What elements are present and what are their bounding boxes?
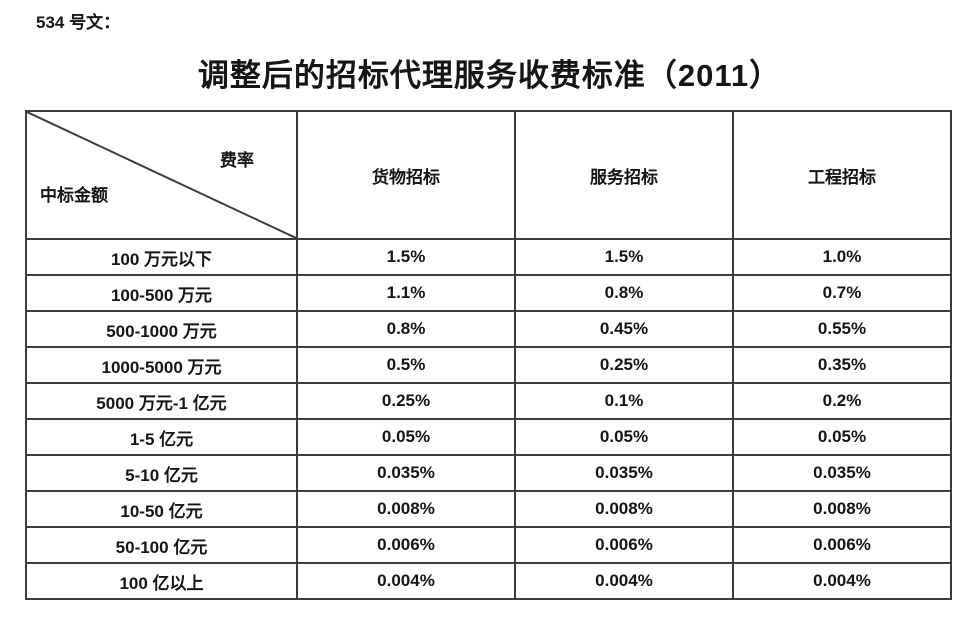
amount-cell: 100-500 万元: [25, 274, 298, 312]
table-header-row: 费率 中标金额 货物招标 服务招标 工程招标: [25, 110, 952, 240]
amount-cell: 5000 万元-1 亿元: [25, 382, 298, 420]
rate-cell: 0.2%: [732, 382, 952, 420]
column-header-goods: 货物招标: [296, 110, 516, 240]
rate-cell: 0.035%: [514, 454, 734, 492]
rate-cell: 0.006%: [732, 526, 952, 564]
rate-cell: 1.5%: [514, 238, 734, 276]
corner-cell: 费率 中标金额: [25, 110, 298, 240]
rate-cell: 0.7%: [732, 274, 952, 312]
amount-cell: 100 万元以下: [25, 238, 298, 276]
rate-cell: 0.008%: [732, 490, 952, 528]
table-row: 5-10 亿元 0.035% 0.035% 0.035%: [25, 454, 952, 492]
page-title: 调整后的招标代理服务收费标准（2011）: [197, 58, 782, 93]
rate-cell: 0.05%: [732, 418, 952, 456]
table-row: 1000-5000 万元 0.5% 0.25% 0.35%: [25, 346, 952, 384]
table-row: 5000 万元-1 亿元 0.25% 0.1% 0.2%: [25, 382, 952, 420]
table-row: 100 万元以下 1.5% 1.5% 1.0%: [25, 238, 952, 276]
fee-table: 费率 中标金额 货物招标 服务招标 工程招标 100 万元以下 1.5% 1.5…: [25, 110, 952, 600]
rate-cell: 0.1%: [514, 382, 734, 420]
amount-cell: 5-10 亿元: [25, 454, 298, 492]
amount-cell: 100 亿以上: [25, 562, 298, 600]
rate-cell: 0.006%: [514, 526, 734, 564]
rate-cell: 0.004%: [514, 562, 734, 600]
rate-cell: 0.004%: [732, 562, 952, 600]
table-row: 50-100 亿元 0.006% 0.006% 0.006%: [25, 526, 952, 564]
rate-cell: 0.5%: [296, 346, 516, 384]
table-row: 100 亿以上 0.004% 0.004% 0.004%: [25, 562, 952, 600]
rate-cell: 0.006%: [296, 526, 516, 564]
rate-cell: 0.8%: [514, 274, 734, 312]
amount-cell: 10-50 亿元: [25, 490, 298, 528]
rate-cell: 0.25%: [296, 382, 516, 420]
column-header-works: 工程招标: [732, 110, 952, 240]
rate-cell: 1.5%: [296, 238, 516, 276]
column-header-services: 服务招标: [514, 110, 734, 240]
rate-cell: 0.25%: [514, 346, 734, 384]
rate-cell: 0.8%: [296, 310, 516, 348]
rate-cell: 0.45%: [514, 310, 734, 348]
rate-cell: 0.008%: [514, 490, 734, 528]
amount-cell: 500-1000 万元: [25, 310, 298, 348]
rate-cell: 0.035%: [296, 454, 516, 492]
amount-cell: 1-5 亿元: [25, 418, 298, 456]
corner-label-amount: 中标金额: [40, 186, 108, 205]
table-row: 10-50 亿元 0.008% 0.008% 0.008%: [25, 490, 952, 528]
rate-cell: 0.05%: [514, 418, 734, 456]
table-row: 500-1000 万元 0.8% 0.45% 0.55%: [25, 310, 952, 348]
table-row: 1-5 亿元 0.05% 0.05% 0.05%: [25, 418, 952, 456]
rate-cell: 0.004%: [296, 562, 516, 600]
amount-cell: 1000-5000 万元: [25, 346, 298, 384]
table-row: 100-500 万元 1.1% 0.8% 0.7%: [25, 274, 952, 312]
rate-cell: 0.05%: [296, 418, 516, 456]
rate-cell: 1.1%: [296, 274, 516, 312]
rate-cell: 0.035%: [732, 454, 952, 492]
rate-cell: 0.55%: [732, 310, 952, 348]
rate-cell: 0.008%: [296, 490, 516, 528]
diagonal-divider-line: [27, 112, 296, 238]
amount-cell: 50-100 亿元: [25, 526, 298, 564]
doc-ref: 534 号文：: [36, 13, 121, 32]
corner-label-rate: 费率: [220, 151, 254, 170]
rate-cell: 0.35%: [732, 346, 952, 384]
rate-cell: 1.0%: [732, 238, 952, 276]
